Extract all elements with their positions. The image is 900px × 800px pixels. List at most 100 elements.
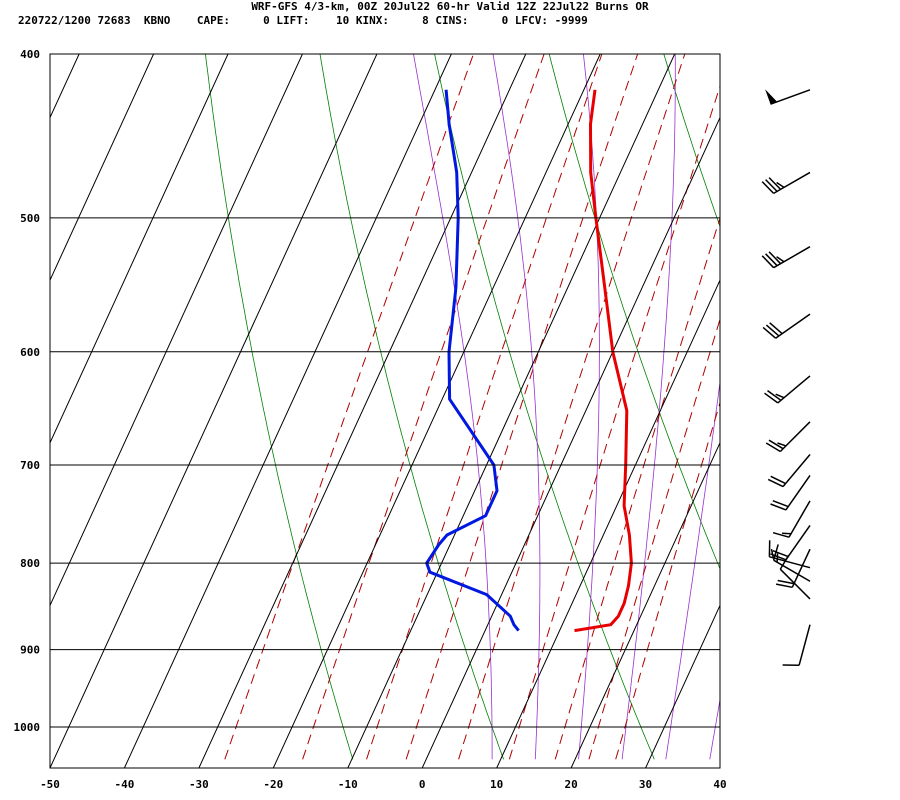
moist-adiabat-line xyxy=(843,45,900,760)
wind-barb xyxy=(761,246,811,269)
dewpoint-profile-line xyxy=(425,89,520,632)
temperature-tick-label: 0 xyxy=(419,778,426,791)
wind-barb xyxy=(765,421,811,453)
isotherm-line xyxy=(496,279,720,768)
wind-barb-feather xyxy=(765,179,778,192)
cape-value: 0 xyxy=(263,14,270,27)
lfcv-value: -9999 xyxy=(554,14,588,27)
isotherm-line xyxy=(50,54,303,607)
moist-adiabat-line xyxy=(798,45,900,760)
station-id: 72683 xyxy=(97,14,131,27)
mixing-ratio-line xyxy=(224,54,475,760)
cins-label: CINS: xyxy=(435,14,469,27)
temperature-tick-label: -10 xyxy=(338,778,358,791)
wind-barb-staff xyxy=(773,171,811,195)
mixing-ratio-line xyxy=(554,216,720,760)
wind-barb-staff xyxy=(775,313,811,339)
pressure-tick-label: 900 xyxy=(20,644,40,657)
kinx-value: 8 xyxy=(422,14,429,27)
isotherm-line xyxy=(50,54,80,119)
wind-barb-staff xyxy=(785,475,811,511)
mixing-ratio-line xyxy=(508,84,720,760)
isotherm-line xyxy=(50,54,155,282)
moist-adiabat-line xyxy=(492,54,541,760)
pressure-tick-label: 500 xyxy=(20,212,40,225)
wind-barb-feather xyxy=(767,478,784,488)
wind-barb-feather xyxy=(777,442,787,447)
pressure-tick-label: 600 xyxy=(20,346,40,359)
isotherm-line xyxy=(272,54,601,768)
chart-title: WRF-GFS 4/3-km, 00Z 20Jul22 60-hr Valid … xyxy=(251,0,649,13)
mixing-ratio-line xyxy=(302,54,545,760)
pressure-tick-label: 400 xyxy=(20,48,40,61)
wind-barb-feather xyxy=(772,499,789,508)
lfcv-label: LFCV: xyxy=(514,14,548,27)
wind-barb xyxy=(782,624,811,667)
isotherm-line xyxy=(123,54,452,768)
wind-barb-staff xyxy=(769,556,811,569)
lift-value: 10 xyxy=(335,14,350,27)
mixing-ratio-line xyxy=(588,317,720,760)
pressure-tick-label: 1000 xyxy=(14,721,41,734)
moist-adiabat-line xyxy=(413,54,493,760)
dry-adiabat-line xyxy=(434,54,655,760)
wind-barb-feather xyxy=(782,532,792,535)
wind-barb-feather xyxy=(772,531,790,538)
moist-adiabat-line xyxy=(709,697,720,760)
wind-barb xyxy=(772,500,811,538)
isotherm-line xyxy=(50,54,229,444)
wind-barb-staff xyxy=(798,624,811,666)
moist-adiabat-line xyxy=(754,45,893,760)
isotherm-line xyxy=(50,54,378,768)
temperature-tick-label: 40 xyxy=(713,778,726,791)
wind-barb xyxy=(770,475,811,511)
station-time: 220722/1200 xyxy=(18,14,91,27)
wind-barb xyxy=(764,375,811,404)
wind-barb xyxy=(765,89,811,105)
wind-barb xyxy=(770,525,811,561)
isotherm-line xyxy=(0,54,5,768)
wind-barb-feather xyxy=(776,256,785,263)
temperature-tick-label: 30 xyxy=(639,778,652,791)
wind-barb xyxy=(772,544,811,582)
wind-barb-feather xyxy=(776,553,779,563)
wind-barb-staff xyxy=(791,548,811,588)
cins-value: 0 xyxy=(501,14,509,27)
mixing-ratio-line xyxy=(615,401,720,760)
dry-adiabat-line xyxy=(319,54,504,760)
wind-barb xyxy=(775,548,811,589)
wind-barb-feather xyxy=(762,326,777,339)
dry-adiabat-line xyxy=(204,54,354,760)
mixing-ratio-line xyxy=(366,54,603,760)
wind-barb-staff xyxy=(773,559,811,582)
isotherm-line xyxy=(421,116,720,768)
kinx-label: KINX: xyxy=(355,14,389,27)
isotherm-line xyxy=(719,766,720,768)
wind-barb-feather xyxy=(767,389,782,401)
temperature-tick-label: -30 xyxy=(189,778,209,791)
wind-barb-feather xyxy=(765,442,781,453)
wind-barb-staff xyxy=(785,525,811,561)
station-indices-line: 220722/1200 72683 KBNO CAPE: 0 LIFT: 10 … xyxy=(18,14,588,27)
wind-barb xyxy=(768,540,811,569)
pressure-tick-label: 700 xyxy=(20,459,40,472)
wind-barb-feather xyxy=(772,544,779,561)
temperature-tick-label: -20 xyxy=(263,778,283,791)
dry-adiabat-line xyxy=(663,54,720,228)
wind-barb-feather xyxy=(776,181,785,189)
wind-barb-feather xyxy=(775,393,785,399)
wind-barb-feather xyxy=(775,583,793,589)
isotherm-line xyxy=(198,54,527,768)
wind-barb xyxy=(779,554,811,600)
dry-adiabat-line xyxy=(548,54,720,570)
wind-barb-pennant xyxy=(765,89,778,105)
wind-barb-feather xyxy=(764,392,779,404)
wind-barb-feather xyxy=(769,322,783,335)
isotherm-line xyxy=(645,604,720,768)
wind-barb-staff xyxy=(779,568,811,600)
wind-barb-feather xyxy=(761,255,775,269)
lift-label: LIFT: xyxy=(276,14,310,27)
wind-barb xyxy=(767,453,811,488)
wind-barb-feather xyxy=(777,579,795,585)
